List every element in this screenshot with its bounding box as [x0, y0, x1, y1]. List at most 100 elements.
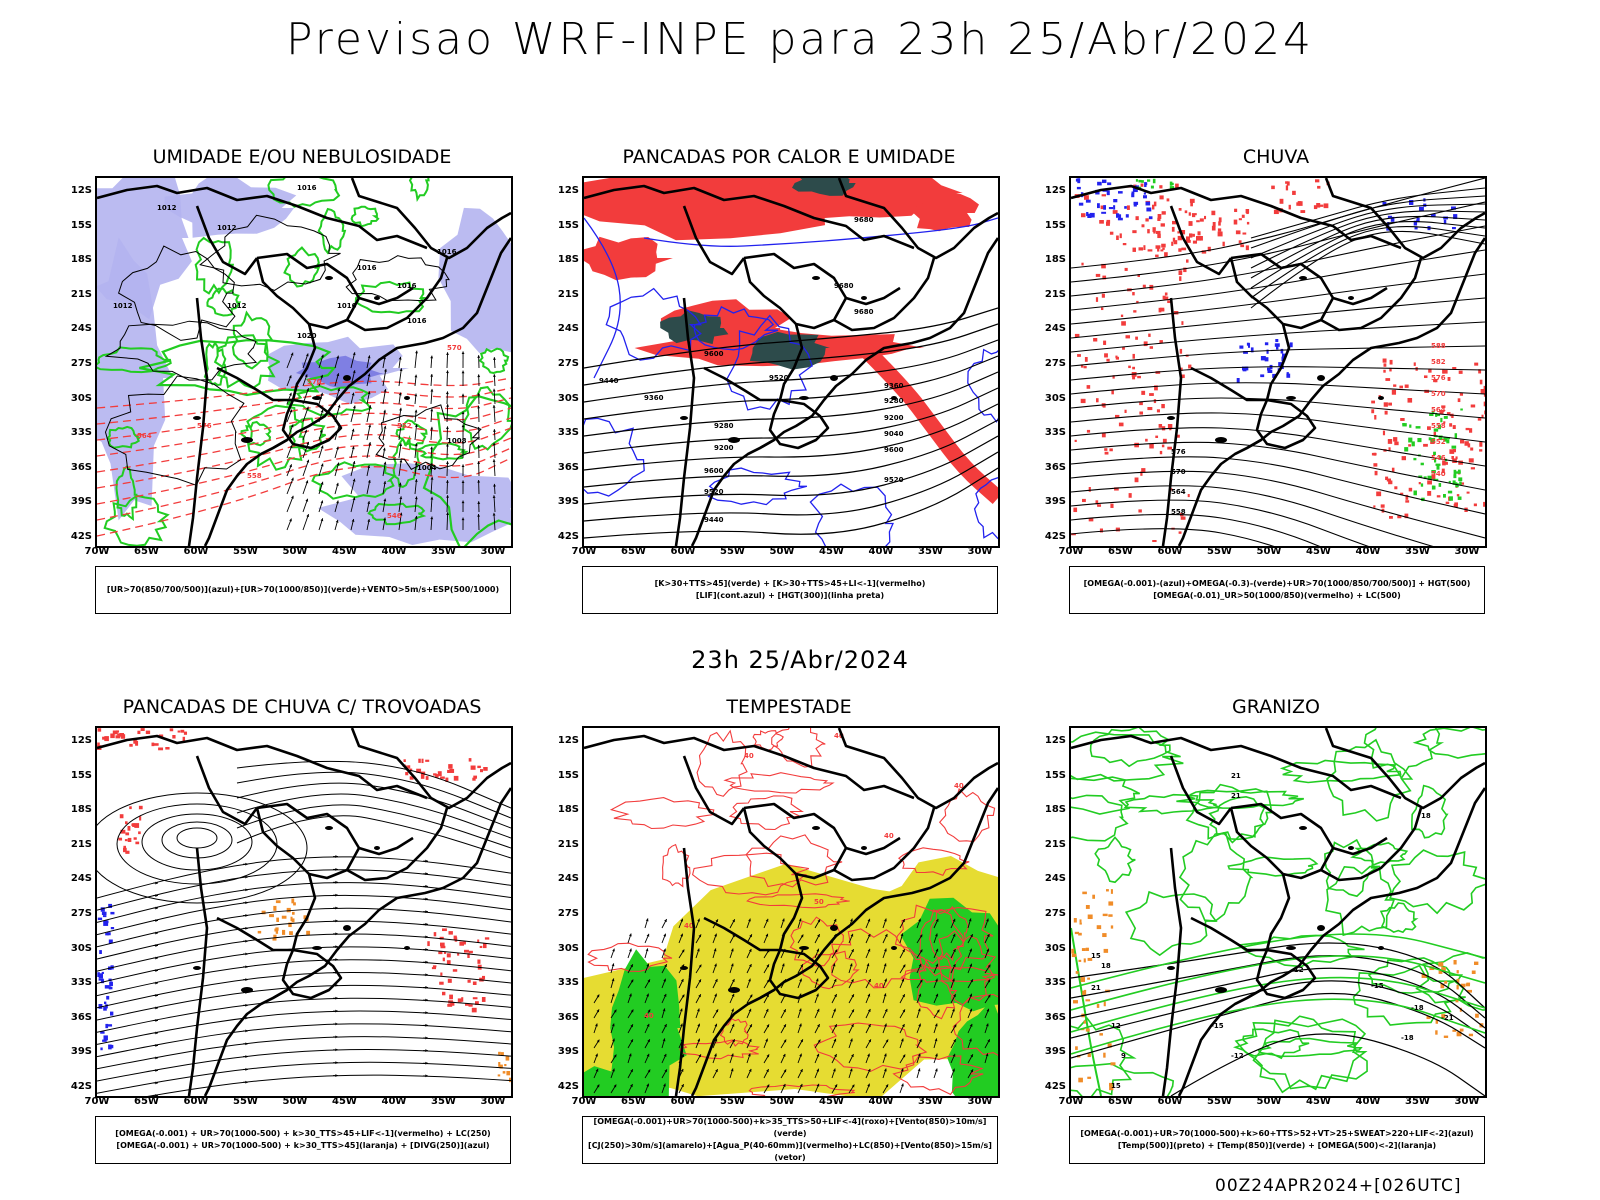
contour-label: 558	[1431, 422, 1446, 430]
latitude-tick-label: 12S	[1044, 185, 1066, 196]
latitude-tick-label: 12S	[557, 735, 579, 746]
contour-label: 546	[387, 512, 402, 520]
latitude-tick-label: 24S	[70, 873, 92, 885]
latitude-tick-label: 15S	[1044, 219, 1066, 231]
contour-label: 9600	[704, 467, 724, 475]
latitude-tick-label: 15S	[70, 769, 92, 781]
forecast-time-label: 23h 25/Abr/2024	[691, 646, 909, 674]
contour-label: 9520	[769, 374, 789, 382]
contour-label: 9520	[884, 476, 904, 484]
latitude-tick-label: 24S	[1044, 323, 1066, 335]
latitude-tick-label: 33S	[557, 977, 579, 989]
longitude-tick-label: 65W	[134, 1096, 159, 1107]
latitude-tick-label: 42S	[557, 1081, 579, 1092]
contour-label: 552	[1431, 438, 1446, 446]
contour-label: 18	[1101, 962, 1111, 970]
longitude-tick-label: 55W	[1207, 546, 1232, 557]
legend-umidade: [UR>70(850/700/500)](azul)+[UR>70(1000/8…	[95, 566, 511, 614]
contour-label: 1016	[397, 282, 417, 290]
contour-label: 558	[1171, 508, 1186, 516]
legend-line: [OMEGA(-0.01)_UR>50(1000/850)(vermelho) …	[1153, 591, 1401, 600]
longitude-tick-label: 55W	[720, 1096, 745, 1107]
latitude-tick-label: 30S	[557, 392, 579, 404]
contour-label: 12	[1111, 1022, 1121, 1030]
longitude-tick-label: 65W	[621, 546, 646, 557]
latitude-tick-label: 33S	[70, 977, 92, 989]
contour-label: 1016	[337, 302, 357, 310]
contour-label: 9280	[714, 422, 734, 430]
latitude-tick-label: 21S	[70, 838, 92, 850]
contour-label: 21	[1091, 984, 1101, 992]
latitude-tick-label: 21S	[1044, 838, 1066, 850]
longitude-tick-label: 70W	[84, 1096, 110, 1107]
map-pancadas-calor: 9680 9680 9680 9600 9520 9440 9360 9280 9200 9600…	[582, 176, 1000, 548]
longitude-tick-label: 40W	[868, 546, 894, 557]
contour-label: 576	[1431, 374, 1446, 382]
panel-title-umidade: UMIDADE E/OU NEBULOSIDADE	[152, 146, 452, 168]
contour-label: 564	[137, 432, 152, 440]
contour-label: -18	[1411, 1004, 1424, 1012]
contour-label: 40	[834, 732, 844, 740]
longitude-tick-label: 50W	[769, 546, 795, 557]
latitude-tick-label: 24S	[557, 873, 579, 885]
panel-title-pancadas-trovoadas: PANCADAS DE CHUVA C/ TROVOADAS	[122, 696, 482, 718]
contour-label: 9200	[714, 444, 734, 452]
legend-line: [OMEGA(-0.001)+UR>70(1000-500)+k>35_TTS>…	[593, 1117, 987, 1138]
latitude-tick-label: 42S	[70, 531, 92, 542]
contour-label: 9600	[884, 446, 904, 454]
latitude-tick-label: 18S	[70, 804, 92, 816]
contour-label: 40	[684, 922, 694, 930]
contour-label: 1016	[357, 264, 377, 272]
longitude-tick-label: 50W	[282, 546, 308, 557]
longitude-tick-label: 65W	[1108, 1096, 1133, 1107]
longitude-tick-label: 65W	[621, 1096, 646, 1107]
latitude-tick-label: 39S	[70, 1046, 92, 1058]
longitude-tick-label: 30W	[1454, 546, 1480, 557]
longitude-tick-label: 70W	[571, 546, 597, 557]
latitude-tick-label: 18S	[557, 254, 579, 266]
longitude-tick-label: 70W	[1058, 1096, 1084, 1107]
contour-label: 9040	[884, 430, 904, 438]
latitude-tick-label: 27S	[1044, 908, 1066, 919]
contour-label: 1004	[417, 464, 437, 472]
longitude-tick-label: 45W	[1306, 1096, 1331, 1107]
contour-label: 558	[247, 472, 262, 480]
latitude-tick-label: 21S	[1044, 288, 1066, 300]
map-pancadas-trovoadas	[95, 726, 513, 1098]
legend-line: [Temp(500)](preto) + [Temp(850)](verde) …	[1117, 1141, 1437, 1150]
panel-title-chuva: CHUVA	[1242, 146, 1310, 168]
longitude-tick-label: 40W	[381, 1096, 407, 1107]
longitude-tick-label: 55W	[233, 546, 258, 557]
longitude-tick-label: 60W	[183, 1096, 209, 1107]
contour-label: 9360	[644, 394, 664, 402]
latitude-tick-label: 36S	[70, 461, 92, 473]
longitude-tick-label: 30W	[967, 546, 993, 557]
longitude-tick-label: 55W	[233, 1096, 258, 1107]
legend-line: [OMEGA(-0.001)+UR>70(1000-500)+k>60+TTS>…	[1080, 1129, 1474, 1138]
latitude-tick-label: 27S	[70, 908, 92, 919]
contour-label: 9680	[854, 216, 874, 224]
latitude-tick-label: 15S	[1044, 769, 1066, 781]
contour-label: 1016	[437, 248, 457, 256]
longitude-tick-label: 65W	[1108, 546, 1133, 557]
contour-label: 1016	[407, 317, 427, 325]
longitude-tick-label: 35W	[918, 1096, 943, 1107]
longitude-tick-label: 35W	[1405, 1096, 1430, 1107]
latitude-tick-label: 21S	[557, 288, 579, 300]
latitude-tick-label: 18S	[1044, 254, 1066, 266]
latitude-tick-label: 24S	[1044, 873, 1066, 885]
longitude-tick-label: 60W	[1157, 546, 1183, 557]
latitude-tick-label: 27S	[557, 908, 579, 919]
panel-title-granizo: GRANIZO	[1232, 696, 1320, 718]
longitude-tick-label: 60W	[183, 546, 209, 557]
latitude-tick-label: 30S	[70, 942, 92, 954]
legend-line: [OMEGA(-0.001) + UR>70(1000-500) + k>30_…	[115, 1129, 491, 1138]
legend-line: [UR>70(850/700/500)](azul)+[UR>70(1000/8…	[106, 585, 500, 594]
legend-granizo: [OMEGA(-0.001)+UR>70(1000-500)+k>60+TTS>…	[1069, 1116, 1485, 1164]
longitude-tick-label: 35W	[431, 546, 456, 557]
longitude-tick-label: 30W	[480, 1096, 506, 1107]
latitude-tick-label: 12S	[557, 185, 579, 196]
latitude-tick-label: 33S	[1044, 977, 1066, 989]
contour-label: 40	[884, 832, 894, 840]
legend-pancadas-trovoadas: [OMEGA(-0.001) + UR>70(1000-500) + k>30_…	[95, 1116, 511, 1164]
